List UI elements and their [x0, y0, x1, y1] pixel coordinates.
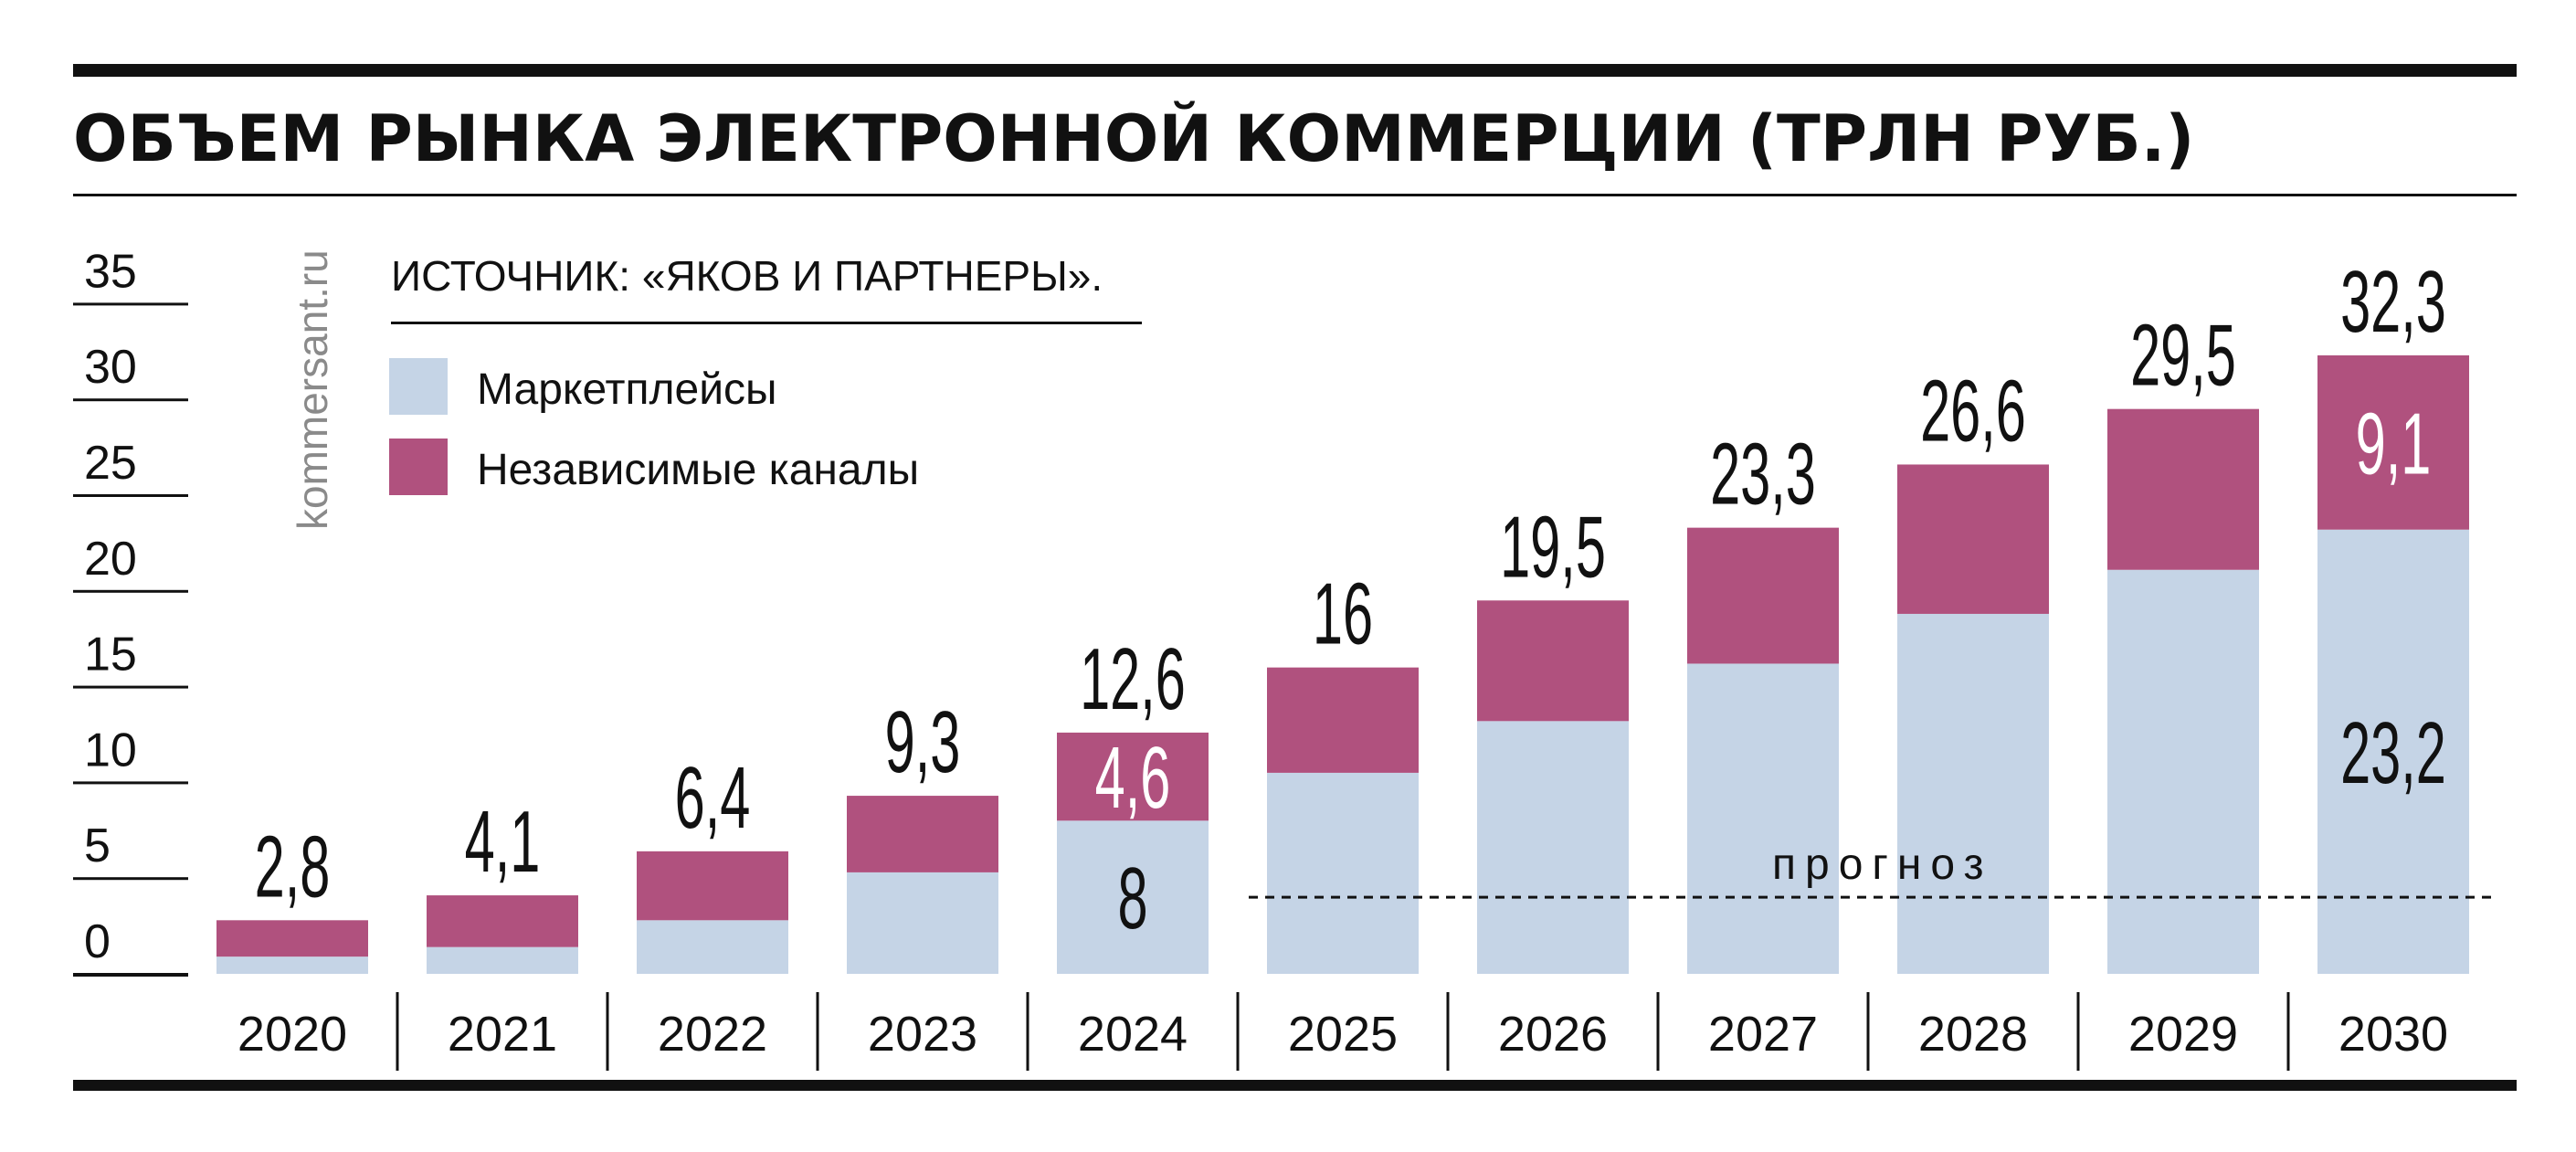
total-label: 23,3: [1710, 425, 1816, 523]
bar-independent: [1057, 732, 1209, 821]
total-label: 12,6: [1080, 629, 1186, 727]
x-separator: [816, 992, 819, 1071]
x-axis: 2020 2021 2022 2023 2024 2025 2026 2027 2028 2029…: [73, 974, 2448, 1071]
total-label: 6,4: [675, 748, 751, 846]
y-tick-label: 30: [84, 341, 137, 394]
x-tick-label: 2028: [1918, 1007, 2028, 1062]
total-label: 2,8: [255, 818, 331, 915]
forecast-marker: прогноз: [1249, 840, 2498, 899]
y-tick-line: [73, 781, 188, 785]
y-tick-label: 20: [84, 533, 137, 586]
bar-marketplaces: [637, 920, 788, 974]
segment-label-marketplaces: 8: [1117, 850, 1147, 947]
x-tick-label: 2021: [448, 1007, 557, 1062]
bottom-rule: [73, 1080, 2517, 1091]
bar-marketplaces: [2107, 569, 2259, 974]
total-label: 9,3: [885, 693, 961, 791]
x-separator: [1236, 992, 1240, 1071]
chart-title: ОБЪЕМ РЫНКА ЭЛЕКТРОННОЙ КОММЕРЦИИ (ТРЛН …: [73, 101, 2194, 176]
y-axis: 0 5 10 15 20 25 30 35: [73, 245, 188, 976]
title-rule: [73, 194, 2517, 196]
y-tick-line: [73, 877, 188, 881]
x-tick-label: 2029: [2128, 1007, 2238, 1062]
y-tick-label: 0: [84, 915, 111, 968]
total-label: 19,5: [1500, 498, 1606, 596]
top-rule: [73, 64, 2517, 77]
forecast-label: прогноз: [1772, 840, 1993, 889]
bars: 2,8 4,1 6,4 9,3 12,6 16 19,5 23,3 26,6 29,5 32,3 8 4…: [216, 252, 2469, 974]
x-separator: [396, 992, 399, 1071]
legend-label-marketplaces: Маркетплейсы: [477, 365, 777, 414]
segment-label-independent: 9,1: [2356, 395, 2432, 492]
x-separator: [1446, 992, 1450, 1071]
bar-marketplaces: [847, 872, 998, 974]
x-separator: [2286, 992, 2290, 1071]
bar-independent: [1687, 527, 1839, 664]
bar-marketplaces: [427, 946, 578, 974]
segment-label-independent: 4,6: [1095, 729, 1171, 827]
x-separator: [2076, 992, 2080, 1071]
watermark: kommersant.ru: [289, 249, 336, 530]
bar-marketplaces: [1687, 663, 1839, 974]
source-rule: [391, 322, 1142, 324]
y-tick-label: 10: [84, 724, 137, 777]
y-tick-label: 15: [84, 629, 137, 682]
bar-marketplaces: [216, 956, 368, 974]
x-separator: [1656, 992, 1660, 1071]
bar-independent: [2107, 408, 2259, 570]
y-tick-line: [73, 494, 188, 497]
bar-marketplaces: [2317, 529, 2469, 974]
y-tick-line: [73, 302, 188, 306]
y-tick-label: 25: [84, 437, 137, 490]
bar-independent: [1477, 600, 1629, 722]
x-separator: [606, 992, 609, 1071]
legend-label-independent: Независимые каналы: [477, 446, 919, 494]
total-label: 26,6: [1920, 362, 2026, 460]
x-tick-label: 2030: [2338, 1007, 2448, 1062]
y-tick-line: [73, 398, 188, 402]
source-text: ИСТОЧНИК: «ЯКОВ И ПАРТНЕРЫ».: [391, 252, 1103, 300]
bar-marketplaces: [1897, 613, 2049, 974]
bar-marketplaces: [1267, 772, 1419, 974]
bar-independent: [847, 796, 998, 872]
x-axis-baseline: [73, 974, 188, 977]
legend-swatch-independent: [389, 439, 448, 495]
bar-independent: [1267, 667, 1419, 773]
y-tick-line: [73, 685, 188, 689]
bar-independent: [637, 851, 788, 921]
legend-swatch-marketplaces: [389, 358, 448, 415]
bar-independent: [2317, 354, 2469, 530]
total-label: 4,1: [465, 793, 541, 891]
x-tick-label: 2025: [1288, 1007, 1398, 1062]
x-tick-label: 2023: [868, 1007, 977, 1062]
segment-label-marketplaces: 23,2: [2340, 703, 2446, 801]
bar-independent: [1897, 464, 2049, 614]
x-tick-label: 2022: [658, 1007, 767, 1062]
y-tick-label: 35: [84, 245, 137, 298]
total-label: 16: [1313, 565, 1373, 662]
x-tick-label: 2024: [1078, 1007, 1188, 1062]
y-tick-label: 5: [84, 819, 111, 872]
total-label: 29,5: [2130, 306, 2236, 404]
bar-independent: [216, 920, 368, 957]
x-separator: [1026, 992, 1029, 1071]
legend: Маркетплейсы Независимые каналы: [389, 358, 919, 495]
x-tick-label: 2020: [238, 1007, 347, 1062]
x-separator: [1866, 992, 1870, 1071]
bar-marketplaces: [1477, 721, 1629, 974]
x-tick-label: 2026: [1498, 1007, 1608, 1062]
bar-marketplaces: [1057, 820, 1209, 974]
total-label: 32,3: [2340, 252, 2446, 350]
y-tick-line: [73, 589, 188, 593]
x-tick-label: 2027: [1708, 1007, 1818, 1062]
bar-independent: [427, 895, 578, 947]
